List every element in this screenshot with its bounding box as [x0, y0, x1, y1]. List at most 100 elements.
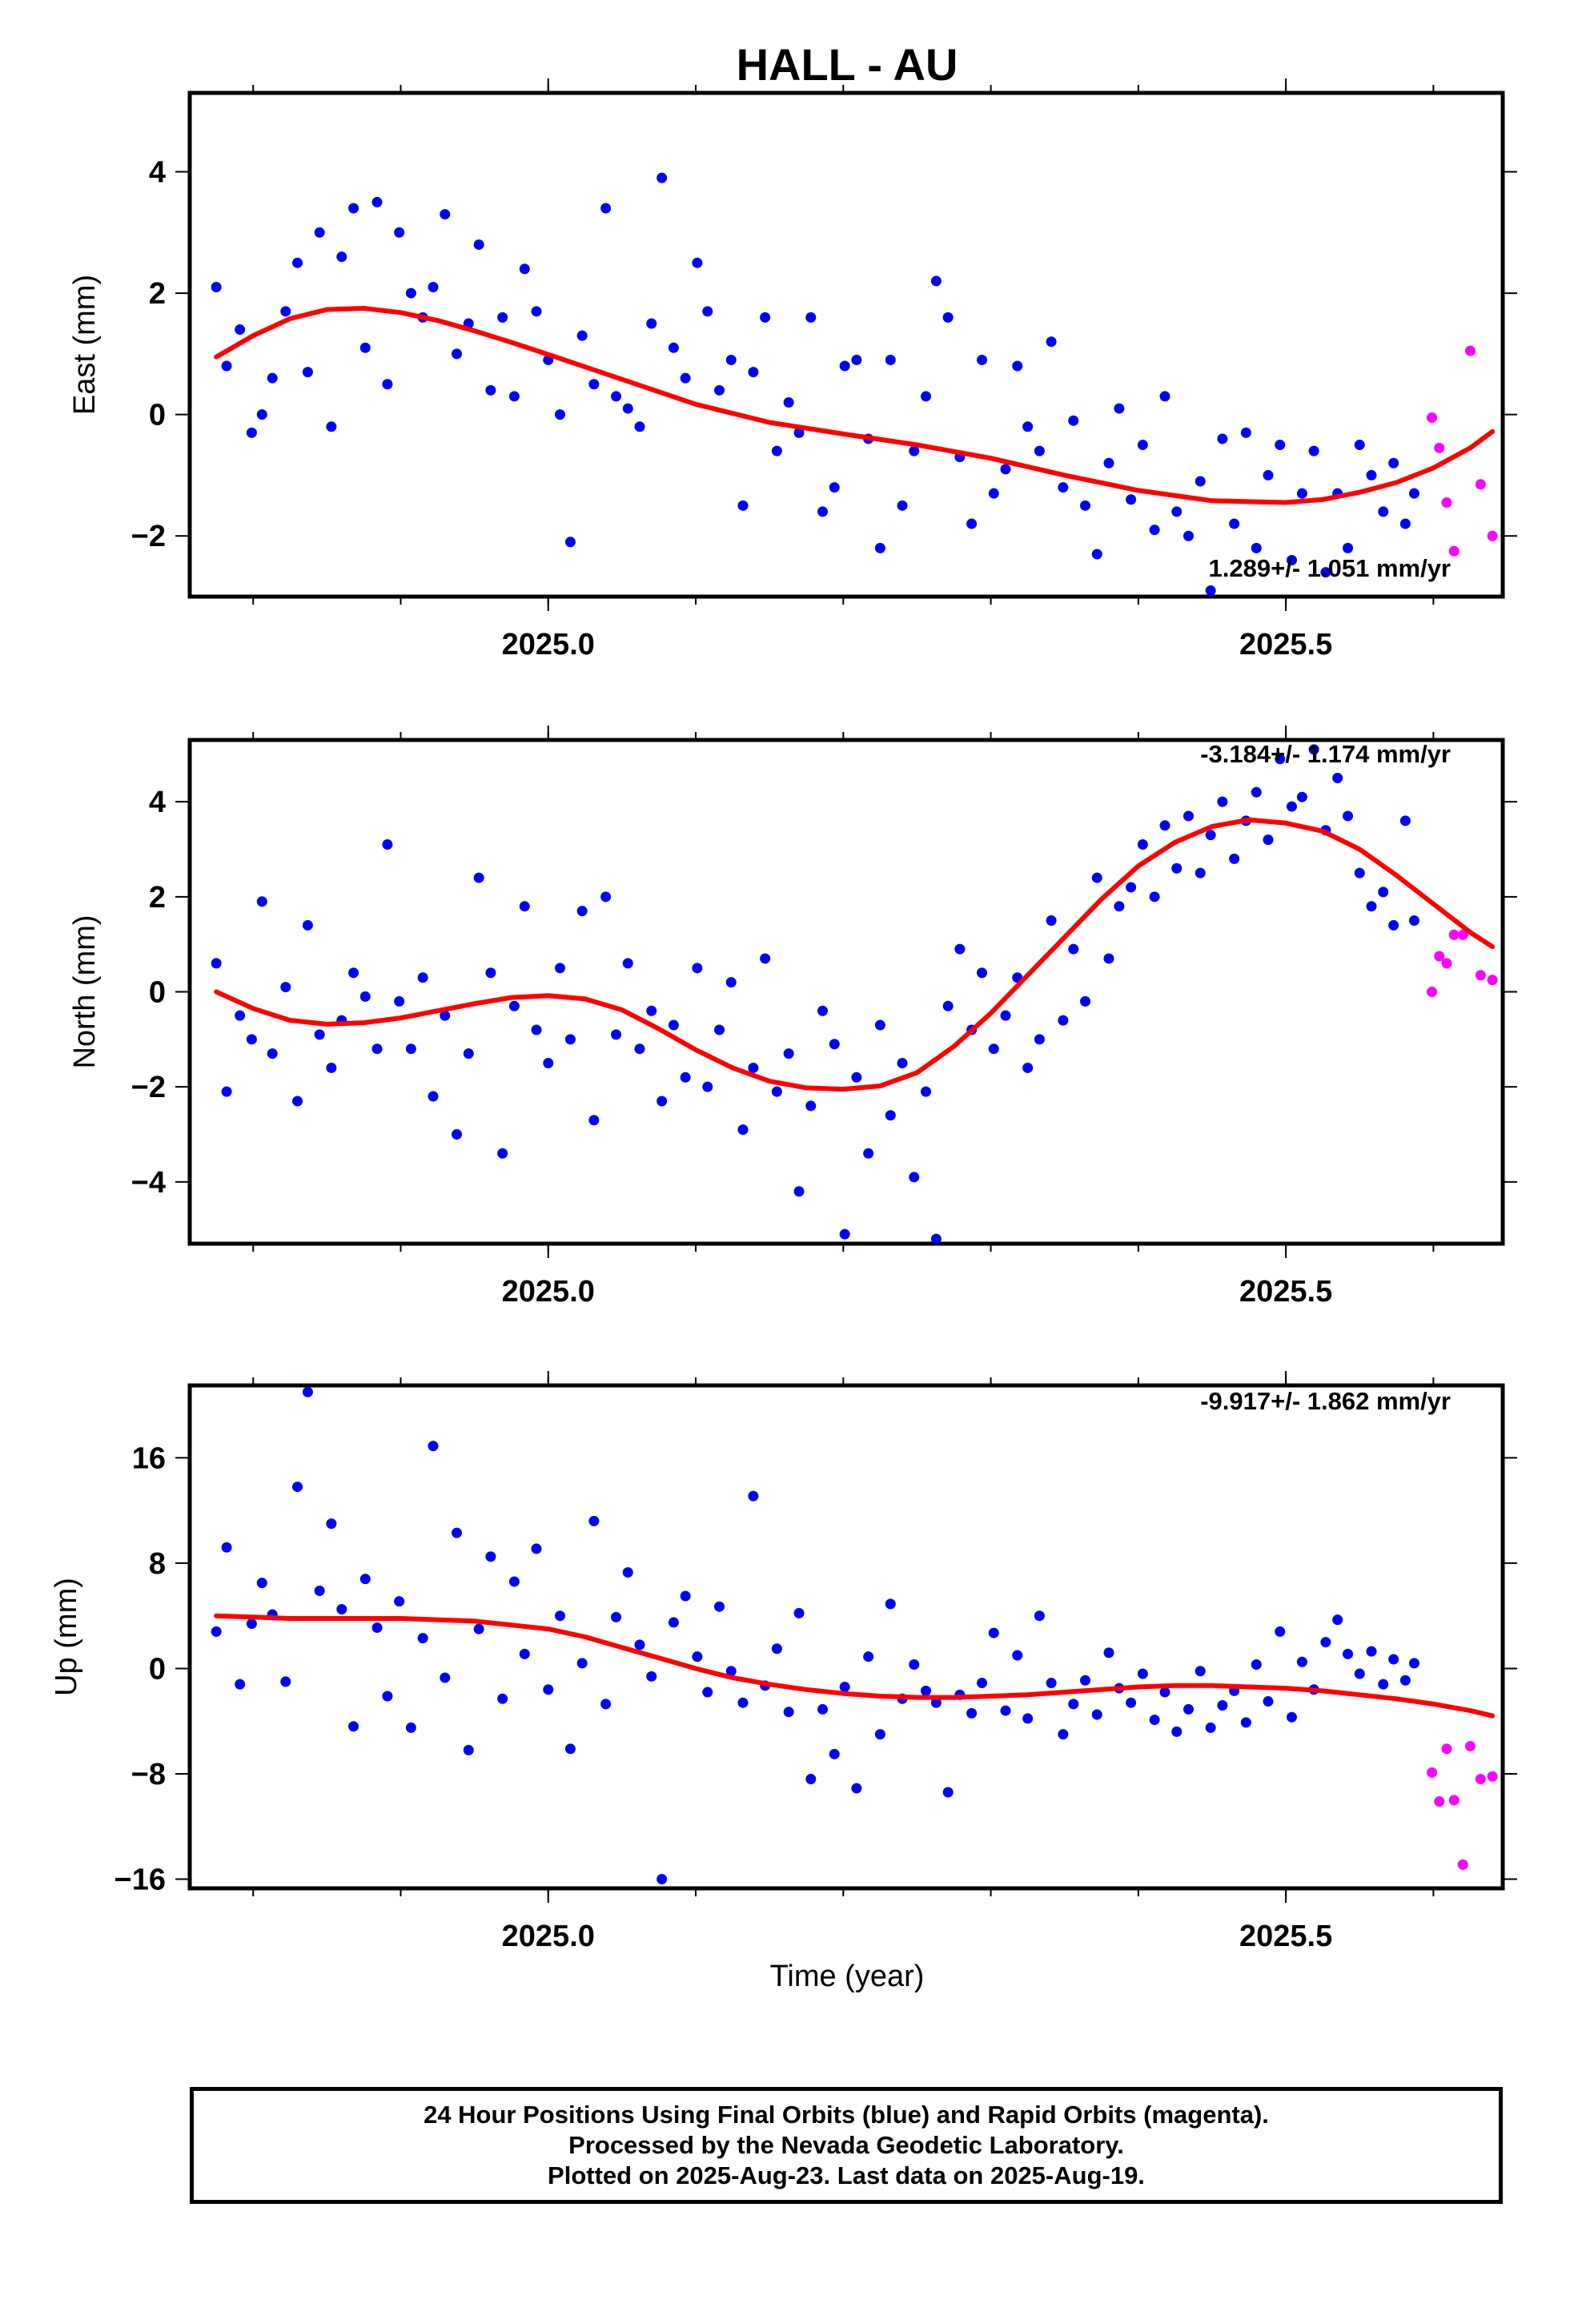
final-orbit-point	[702, 1687, 713, 1698]
rapid-orbit-point	[1464, 1740, 1476, 1751]
fit-curve	[214, 817, 1496, 1092]
x-tick-label: 2025.5	[1239, 628, 1332, 661]
plot-frame	[187, 1383, 1505, 1891]
final-orbit-point	[326, 1518, 337, 1530]
velocity-label: -3.184+/- 1.174 mm/yr	[1200, 740, 1451, 768]
y-tick-label: 0	[149, 976, 166, 1010]
rapid-orbit-point	[1475, 1774, 1486, 1785]
final-orbit-point	[382, 379, 393, 390]
final-orbit-point	[292, 257, 303, 268]
final-orbit-point	[1399, 1675, 1411, 1686]
final-orbit-point	[829, 1039, 840, 1050]
final-orbit-point	[611, 1611, 622, 1622]
final-orbit-point	[1171, 506, 1182, 517]
final-orbit-point	[1275, 1626, 1286, 1637]
final-orbit-point	[1366, 1646, 1377, 1657]
final-orbit-point	[1058, 1015, 1069, 1026]
final-orbit-point	[600, 891, 612, 903]
final-orbit-point	[1159, 1687, 1170, 1698]
y-tick-label: −8	[131, 1758, 166, 1791]
final-orbit-point	[1251, 786, 1262, 798]
final-orbit-point	[988, 1043, 999, 1055]
final-orbit-point	[292, 1482, 303, 1493]
final-orbit-point	[336, 1603, 347, 1614]
final-orbit-point	[256, 1578, 267, 1589]
final-orbit-point	[1068, 943, 1079, 955]
final-orbit-point	[885, 1110, 896, 1121]
final-orbit-point	[656, 172, 668, 183]
final-orbit-point	[497, 1693, 508, 1704]
data-points	[211, 1386, 1498, 1884]
final-orbit-point	[748, 1062, 759, 1073]
x-tick-label: 2025.0	[502, 628, 595, 661]
x-axis-label: Time (year)	[770, 1960, 925, 1993]
velocity-label: 1.289+/- 1.051 mm/yr	[1209, 554, 1451, 582]
final-orbit-point	[405, 287, 416, 299]
rapid-orbit-point	[1487, 1771, 1498, 1782]
final-orbit-point	[543, 1684, 554, 1695]
final-orbit-point	[1229, 518, 1240, 529]
final-orbit-point	[555, 963, 566, 974]
final-orbit-point	[336, 251, 347, 263]
final-orbit-point	[977, 967, 988, 979]
final-orbit-point	[1286, 801, 1297, 812]
data-points	[211, 172, 1498, 596]
final-orbit-point	[783, 1707, 794, 1718]
final-orbit-point	[314, 1029, 325, 1040]
final-orbit-point	[1149, 1715, 1160, 1726]
y-tick-label: 8	[149, 1547, 166, 1581]
final-orbit-point	[221, 360, 232, 372]
x-tick-label: 2025.5	[1239, 1275, 1332, 1309]
final-orbit-point	[267, 372, 278, 384]
final-orbit-point	[564, 537, 576, 548]
final-orbit-point	[428, 1091, 439, 1102]
final-orbit-point	[497, 312, 508, 323]
rapid-orbit-point	[1441, 497, 1452, 509]
final-orbit-point	[783, 1048, 794, 1059]
x-tick-label: 2025.0	[502, 1275, 595, 1309]
final-orbit-point	[646, 318, 657, 329]
chart-title: HALL - AU	[737, 39, 958, 90]
final-orbit-point	[634, 1639, 645, 1651]
final-orbit-point	[1012, 1650, 1023, 1661]
final-orbit-point	[897, 500, 908, 511]
final-orbit-point	[668, 1019, 679, 1031]
final-orbit-point	[1366, 901, 1377, 912]
final-orbit-point	[783, 396, 794, 408]
final-orbit-point	[851, 354, 862, 365]
final-orbit-point	[930, 1233, 942, 1244]
final-orbit-point	[508, 1576, 520, 1587]
final-orbit-point	[1171, 862, 1182, 874]
final-orbit-point	[473, 239, 484, 250]
final-orbit-point	[1058, 1729, 1069, 1740]
y-tick-label: −4	[131, 1166, 166, 1200]
final-orbit-point	[1149, 525, 1160, 536]
final-orbit-point	[519, 263, 530, 275]
final-orbit-point	[440, 209, 451, 220]
final-orbit-point	[256, 409, 267, 420]
final-orbit-point	[314, 1585, 325, 1596]
final-orbit-point	[348, 1721, 359, 1732]
final-orbit-point	[611, 391, 622, 402]
final-orbit-point	[371, 196, 383, 207]
final-orbit-point	[1080, 995, 1091, 1007]
final-orbit-point	[851, 1072, 862, 1083]
final-orbit-point	[1046, 1678, 1057, 1689]
final-orbit-point	[1263, 469, 1274, 480]
final-orbit-point	[519, 901, 530, 912]
final-orbit-point	[737, 1124, 749, 1136]
final-orbit-point	[656, 1873, 668, 1884]
final-orbit-point	[909, 1659, 920, 1671]
final-orbit-point	[1046, 336, 1057, 348]
final-orbit-point	[668, 342, 679, 353]
final-orbit-point	[405, 1043, 416, 1055]
final-orbit-point	[1103, 953, 1114, 964]
panels: 2025.0 2025.5 −2 0 2 4 East (mm) 1.289+/- 1.051…	[50, 78, 1517, 1953]
final-orbit-point	[555, 409, 566, 420]
final-orbit-point	[235, 1010, 246, 1021]
final-orbit-point	[771, 445, 782, 456]
final-orbit-point	[1068, 415, 1079, 426]
final-orbit-point	[966, 1707, 978, 1719]
rapid-orbit-point	[1475, 479, 1486, 490]
rapid-orbit-point	[1457, 929, 1468, 940]
